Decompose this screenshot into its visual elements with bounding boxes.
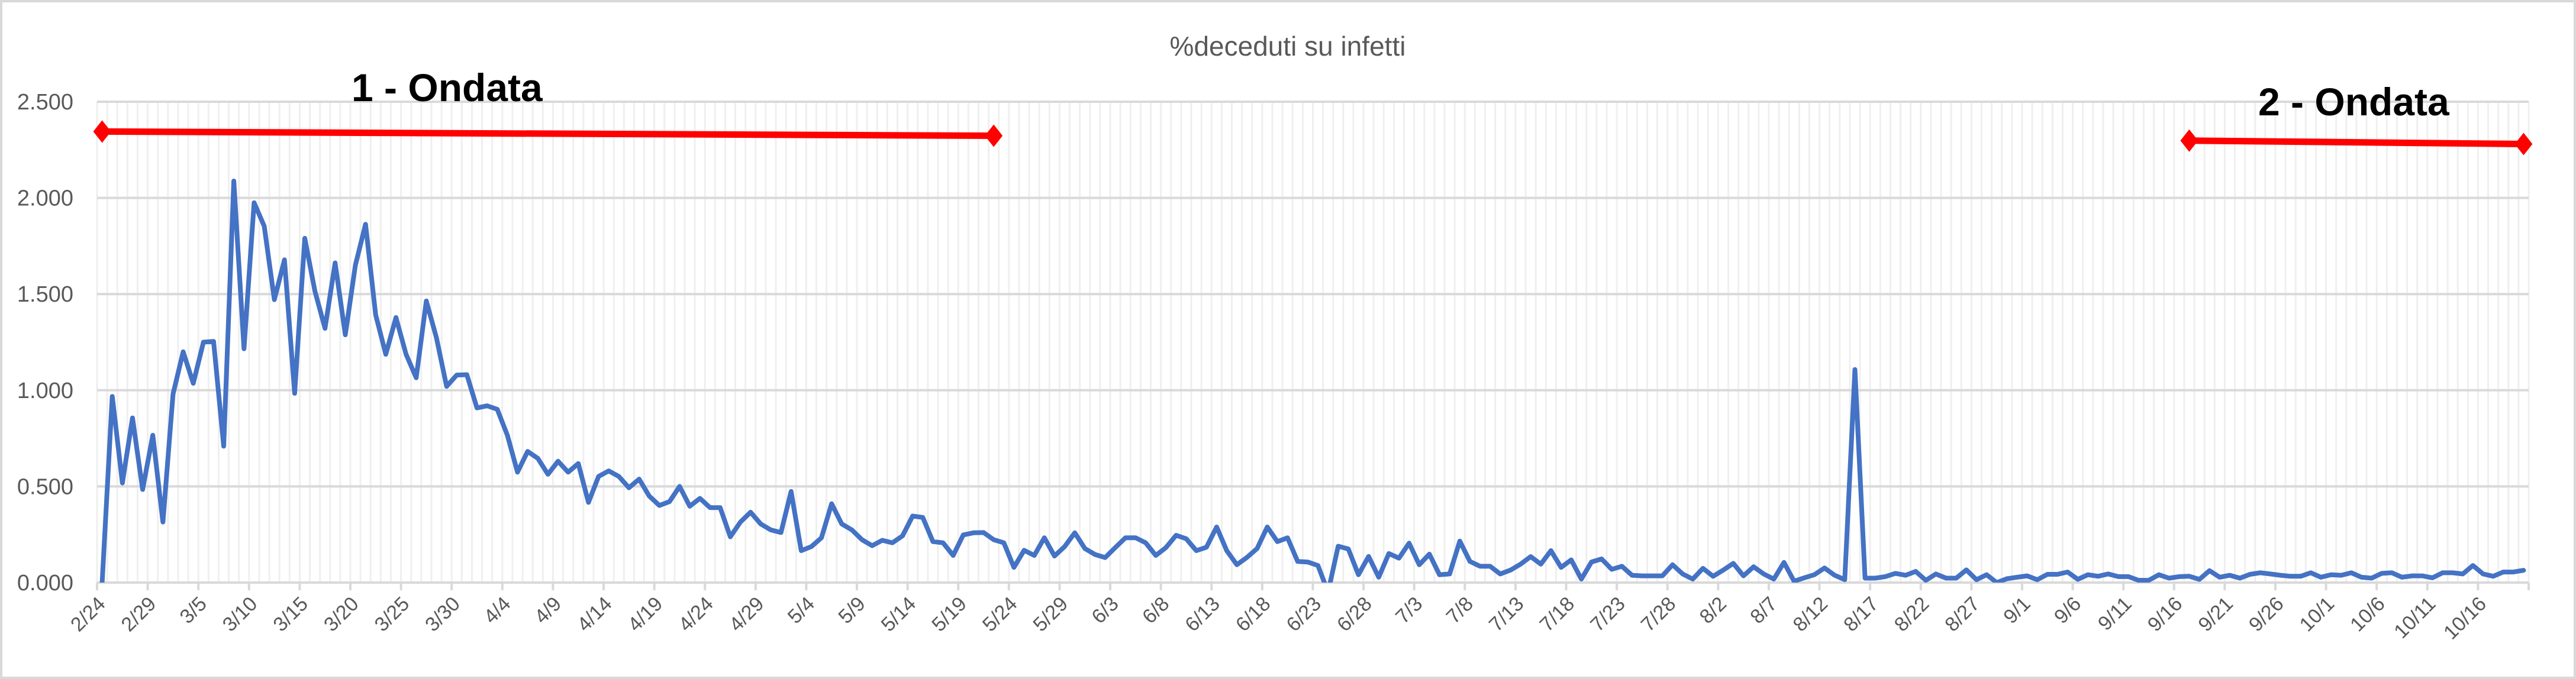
annotation-line — [102, 128, 994, 140]
y-axis: 0.000 0.500 1.000 1.500 2.000 2.500 — [17, 90, 73, 596]
diamond-marker — [93, 120, 111, 143]
diamond-marker — [985, 124, 1003, 147]
diamond-marker — [2514, 132, 2533, 156]
annotation-label-2: 2 - Ondata — [2258, 80, 2450, 124]
vertical-gridlines — [96, 102, 2530, 583]
y-tick-label: 0.000 — [17, 571, 73, 596]
series-line — [99, 179, 2526, 583]
y-tick-label: 2.000 — [17, 186, 73, 211]
annotation-label-1: 1 - Ondata — [352, 66, 543, 109]
annotation-line — [2189, 137, 2524, 148]
y-tick-label: 1.000 — [17, 379, 73, 403]
y-tick-label: 1.500 — [17, 282, 73, 307]
series-layer — [99, 179, 2526, 583]
y-tick-label: 2.500 — [17, 90, 73, 115]
diamond-marker — [2180, 129, 2198, 152]
chart-title: %deceduti su infetti — [1170, 31, 1406, 62]
y-tick-label: 0.500 — [17, 474, 73, 499]
annotation-layer: 1 - Ondata 2 - Ondata — [93, 66, 2533, 156]
